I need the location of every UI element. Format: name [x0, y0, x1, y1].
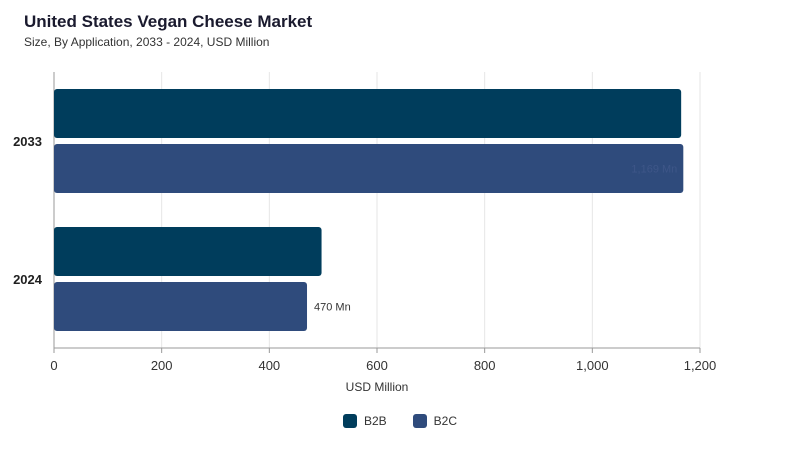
x-tick-label: 0 [50, 358, 57, 373]
legend-swatch-b2b [342, 414, 357, 428]
legend-label-b2b: B2B [363, 414, 387, 428]
x-tick-label: 1,200 [684, 358, 717, 373]
data-label: 1,169 Mn [631, 164, 677, 176]
bar-b2c-2024[interactable] [54, 282, 308, 331]
bar-b2c-2033[interactable] [54, 144, 684, 193]
chart-legend: B2B B2C [0, 414, 800, 428]
legend-item-b2c[interactable]: B2C [412, 414, 458, 428]
legend-swatch-b2c [412, 414, 427, 428]
y-category-label: 2033 [13, 134, 42, 149]
data-label: 470 Mn [314, 302, 351, 314]
bar-b2b-2024[interactable] [54, 227, 322, 276]
x-tick-label: 600 [366, 358, 388, 373]
legend-label-b2c: B2C [433, 414, 458, 428]
x-tick-label: 200 [151, 358, 173, 373]
x-tick-label: 400 [258, 358, 280, 373]
x-axis-title: USD Million [346, 380, 409, 394]
y-category-label: 2024 [13, 272, 43, 287]
chart-title: United States Vegan Cheese Market [24, 12, 313, 31]
x-tick-label: 800 [474, 358, 496, 373]
x-tick-label: 1,000 [576, 358, 609, 373]
chart-subtitle: Size, By Application, 2033 - 2024, USD M… [24, 35, 270, 49]
legend-item-b2b[interactable]: B2B [342, 414, 387, 428]
bar-b2b-2033[interactable] [54, 89, 682, 138]
